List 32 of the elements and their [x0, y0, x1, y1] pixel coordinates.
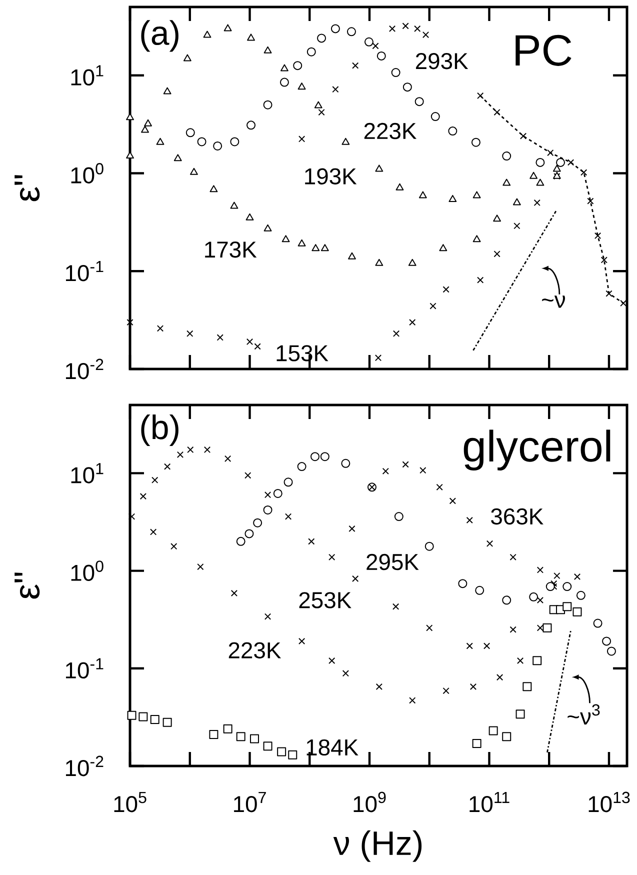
- series-label: 223K: [228, 642, 281, 658]
- x-axis-title: ν (Hz): [333, 830, 422, 862]
- text: glycerol: [464, 430, 610, 471]
- y-tick-label: 10$^{0}$: [71, 560, 104, 582]
- annotation: ~ν: [542, 296, 566, 308]
- legend-label: 153K: [276, 345, 328, 362]
- x-tick-label: 10$^{7}$: [234, 792, 266, 812]
- series-label: 193K: [305, 168, 357, 184]
- series-label: 223K: [364, 122, 416, 140]
- y-tick-label: 10$^{-2}$: [66, 358, 104, 380]
- series-label: 253K: [299, 592, 352, 608]
- series-label: 293K: [416, 52, 468, 70]
- series-label: 295K: [366, 554, 419, 570]
- x-tick-label: 10$^{5}$: [114, 792, 146, 812]
- y-tick-label: 10$^{1}$: [71, 65, 104, 86]
- y-tick-label: 10$^{1}$: [71, 463, 104, 484]
- y-tick-label: 10$^{0}$: [71, 163, 104, 184]
- legend-label: 184K: [306, 739, 358, 756]
- y-tick-label: 10$^{-2}$: [66, 756, 104, 776]
- y-tick-label: 10$^{-1}$: [66, 658, 104, 679]
- y-axis-title: ε": [14, 572, 40, 599]
- x-tick-label: 10$^{13}$: [588, 792, 630, 812]
- annotation: (a): [141, 20, 178, 52]
- x-tick-label: 10$^{11}$: [470, 792, 510, 812]
- annotation: (b): [141, 414, 178, 446]
- series-label: 173K: [205, 241, 257, 258]
- chart-title: PC: [516, 34, 572, 66]
- y-tick-label: 10$^{-1}$: [66, 260, 104, 282]
- x-tick-label: 10$^{9}$: [354, 792, 386, 812]
- series-label: 363K: [491, 508, 544, 525]
- annotation: ~ν$^{3}$: [568, 704, 600, 724]
- y-axis-title: ε": [14, 175, 40, 202]
